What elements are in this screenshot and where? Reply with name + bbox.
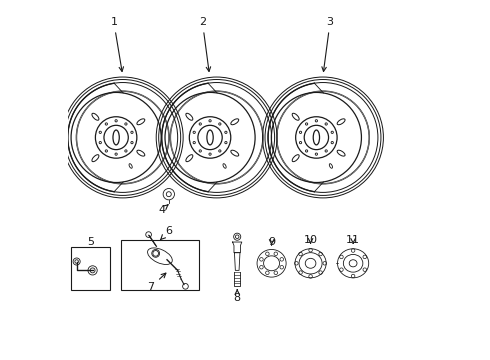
Text: 1: 1 bbox=[110, 17, 123, 72]
Text: 2: 2 bbox=[199, 17, 211, 71]
Text: 6: 6 bbox=[160, 226, 172, 240]
Text: 10: 10 bbox=[304, 235, 318, 245]
Text: 5: 5 bbox=[87, 237, 94, 247]
Text: 4: 4 bbox=[158, 204, 168, 215]
Text: 11: 11 bbox=[346, 235, 360, 245]
Text: 7: 7 bbox=[147, 273, 166, 292]
Text: 9: 9 bbox=[268, 237, 275, 247]
Text: 8: 8 bbox=[234, 290, 241, 303]
Text: 3: 3 bbox=[322, 17, 334, 71]
